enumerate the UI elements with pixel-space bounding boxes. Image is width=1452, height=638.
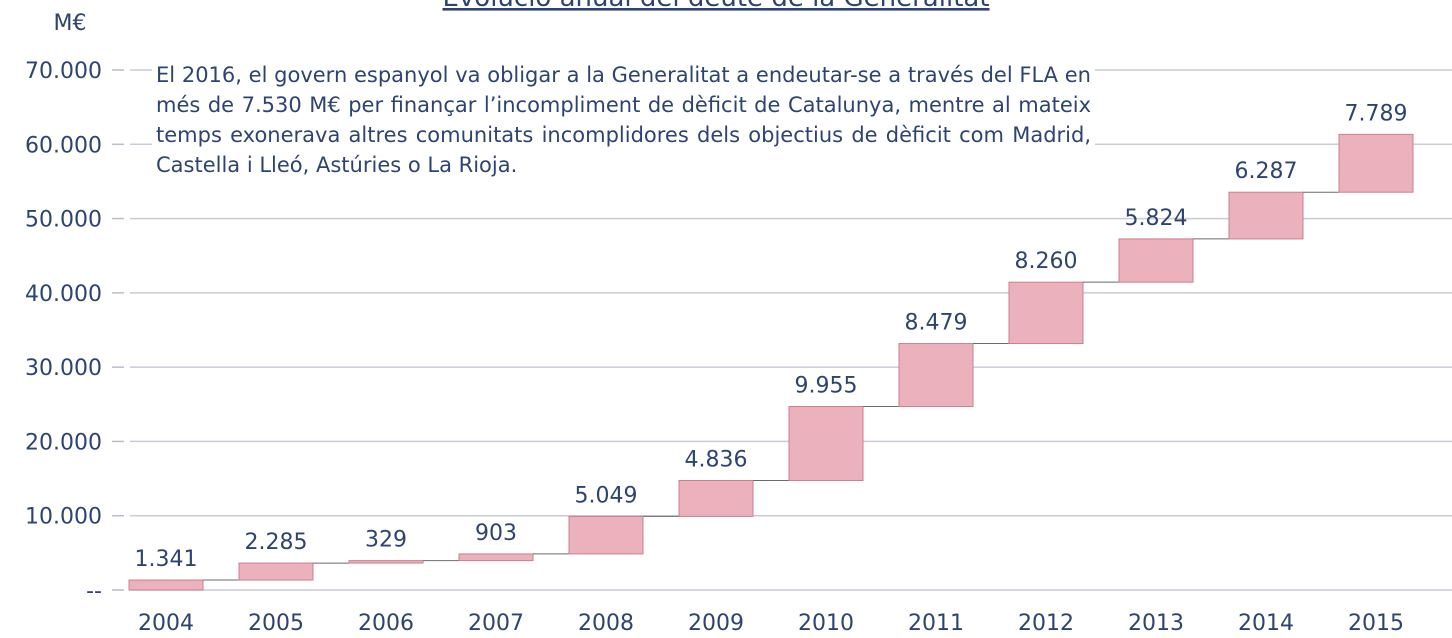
x-tick-label: 2014 xyxy=(1238,611,1294,636)
x-tick-label: 2012 xyxy=(1018,611,1074,636)
x-tick-label: 2015 xyxy=(1348,611,1404,636)
bar xyxy=(1228,191,1304,240)
data-label: 5.049 xyxy=(575,483,638,508)
data-label: 5.824 xyxy=(1125,206,1188,231)
data-label: 9.955 xyxy=(795,374,858,399)
x-tick-label: 2010 xyxy=(798,611,854,636)
y-tick-label: 60.000 xyxy=(25,133,102,158)
data-label: 903 xyxy=(475,521,517,546)
y-tick-label: 20.000 xyxy=(25,430,102,455)
data-label: 1.341 xyxy=(135,547,198,572)
y-tick-label: 30.000 xyxy=(25,356,102,381)
bar xyxy=(1338,133,1414,193)
data-label: 6.287 xyxy=(1235,159,1298,184)
y-tick-label: 70.000 xyxy=(25,59,102,84)
y-tick-label: -- xyxy=(86,579,102,604)
x-tick-label: 2009 xyxy=(688,611,744,636)
x-tick-label: 2004 xyxy=(138,611,194,636)
bar xyxy=(678,479,754,517)
y-axis-label: M€ xyxy=(54,11,87,36)
data-label: 4.836 xyxy=(685,447,748,472)
data-label: 7.789 xyxy=(1345,101,1408,126)
y-tick-label: 40.000 xyxy=(25,282,102,307)
bar xyxy=(1008,281,1084,345)
chart-title: Evolució anual del deute de la Generalit… xyxy=(442,0,989,13)
x-tick-label: 2008 xyxy=(578,611,634,636)
bar xyxy=(1118,238,1194,283)
annotation: El 2016, el govern espanyol va obligar a… xyxy=(152,60,1095,180)
x-tick-label: 2013 xyxy=(1128,611,1184,636)
data-label: 2.285 xyxy=(245,530,308,555)
bar xyxy=(458,553,534,562)
data-label: 8.479 xyxy=(905,311,968,336)
bar xyxy=(898,343,974,408)
bar xyxy=(128,579,204,591)
y-tick-label: 50.000 xyxy=(25,208,102,233)
y-tick-label: 10.000 xyxy=(25,505,102,530)
data-label: 8.260 xyxy=(1015,249,1078,274)
bar xyxy=(348,560,424,564)
bar xyxy=(568,515,644,555)
bar xyxy=(788,406,864,481)
x-tick-label: 2005 xyxy=(248,611,304,636)
data-label: 329 xyxy=(365,528,407,553)
x-tick-label: 2011 xyxy=(908,611,964,636)
x-tick-label: 2007 xyxy=(468,611,524,636)
x-tick-label: 2006 xyxy=(358,611,414,636)
bar xyxy=(238,562,314,581)
